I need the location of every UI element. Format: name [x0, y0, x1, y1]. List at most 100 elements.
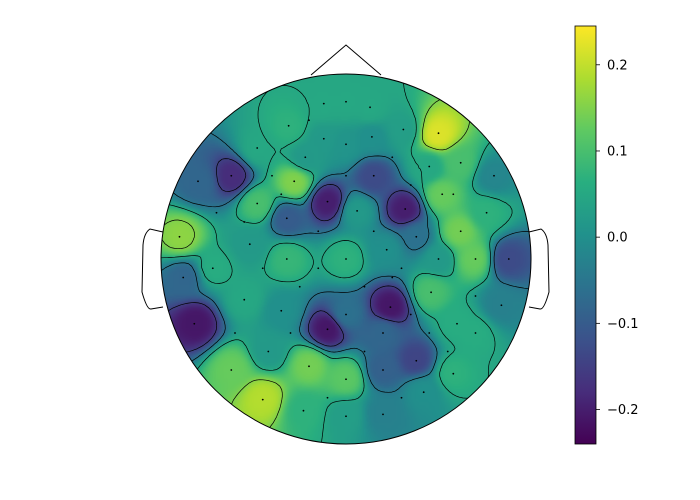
sensor-marker [285, 217, 288, 220]
sensor-marker [302, 409, 305, 412]
sensor-marker [363, 350, 366, 353]
sensor-marker [287, 124, 290, 127]
sensor-marker [285, 258, 288, 260]
sensor-marker [474, 332, 477, 334]
sensor-marker [178, 235, 181, 238]
sensor-marker [415, 359, 418, 362]
sensor-marker [409, 184, 412, 186]
sensor-marker [308, 365, 310, 368]
sensor-marker [459, 161, 462, 164]
sensor-marker [317, 230, 320, 233]
sensor-marker [267, 350, 270, 353]
sensor-marker [243, 298, 246, 301]
sensor-marker [493, 174, 495, 177]
colorbar-tick-label: 0.1 [607, 144, 628, 159]
colorbar: 0.2 0.1 0.0 −0.1 −0.2 [574, 25, 639, 445]
sensor-marker [385, 248, 388, 251]
sensor-marker [452, 372, 455, 375]
sensor-marker [428, 165, 431, 168]
sensor-marker [459, 230, 462, 233]
sensor-marker [345, 258, 347, 260]
sensor-marker [280, 309, 283, 312]
sensor-marker [271, 174, 273, 177]
sensor-marker [326, 200, 329, 203]
colorbar-gradient [574, 25, 597, 445]
sensor-marker [256, 202, 259, 205]
sensor-marker [474, 258, 477, 260]
sensor-marker [404, 208, 407, 210]
sensor-marker [382, 413, 384, 416]
sensor-marker [500, 304, 503, 307]
sensor-marker [372, 174, 375, 177]
sensor-marker [400, 267, 403, 270]
contour-line [161, 158, 421, 353]
sensor-marker [261, 398, 264, 401]
sensor-marker [371, 136, 373, 138]
sensor-marker [400, 396, 403, 399]
sensor-marker [369, 106, 371, 109]
sensor-marker [507, 258, 510, 260]
sensor-marker [363, 285, 366, 288]
sensor-marker [345, 415, 347, 418]
head-outline [160, 73, 532, 445]
sensor-marker [317, 267, 320, 270]
sensor-marker [289, 332, 292, 334]
sensor-marker [441, 193, 444, 196]
sensor-marker [345, 143, 347, 146]
sensor-marker [345, 313, 347, 316]
sensor-marker [234, 332, 236, 334]
sensor-marker [280, 193, 283, 196]
colorbar-tick-label: −0.2 [607, 403, 639, 418]
sensor-marker [446, 350, 449, 353]
sensor-marker [326, 328, 329, 331]
sensor-marker [402, 128, 405, 131]
sensor-marker [256, 147, 259, 149]
sensor-marker [437, 258, 440, 260]
sensor-marker [391, 156, 394, 159]
sensor-markers [178, 100, 510, 418]
sensor-marker [415, 235, 418, 238]
right-ear-outline [528, 228, 550, 310]
sensor-marker [215, 211, 218, 214]
colorbar-tick-label: 0.0 [607, 231, 628, 246]
sensor-marker [248, 243, 251, 246]
sensor-marker [211, 267, 214, 270]
nose-outline [310, 44, 382, 76]
sensor-marker [372, 230, 375, 233]
sensor-marker [326, 396, 329, 399]
sensor-marker [230, 174, 233, 177]
contour-lines [161, 74, 531, 444]
sensor-marker [261, 267, 264, 270]
sensor-marker [409, 313, 412, 316]
colorbar-ticks: 0.2 0.1 0.0 −0.1 −0.2 [596, 58, 639, 418]
sensor-marker [382, 369, 384, 371]
sensor-marker [322, 137, 325, 140]
sensor-marker [356, 210, 358, 212]
sensor-marker [422, 391, 425, 394]
sensor-marker [193, 322, 196, 325]
sensor-marker [345, 378, 347, 381]
sensor-marker [430, 291, 432, 294]
left-ear-outline [141, 228, 164, 310]
sensor-marker [293, 180, 296, 183]
topomap-head [141, 44, 550, 445]
colorbar-tick-label: 0.2 [607, 58, 628, 73]
sensor-marker [485, 211, 488, 214]
sensor-marker [382, 332, 384, 334]
sensor-marker [182, 276, 185, 279]
sensor-marker [197, 180, 199, 183]
sensor-marker [345, 100, 347, 103]
sensor-marker [452, 193, 455, 196]
sensor-marker [391, 276, 394, 279]
sensor-marker [322, 102, 325, 105]
sensor-marker [428, 332, 431, 334]
sensor-marker [456, 322, 458, 325]
sensor-marker [345, 174, 347, 177]
sensor-marker [304, 156, 307, 159]
sensor-marker [437, 132, 440, 135]
sensor-marker [298, 285, 301, 288]
sensor-marker [474, 295, 477, 297]
colorbar-tick-label: −0.1 [607, 317, 639, 332]
sensor-marker [308, 119, 310, 122]
